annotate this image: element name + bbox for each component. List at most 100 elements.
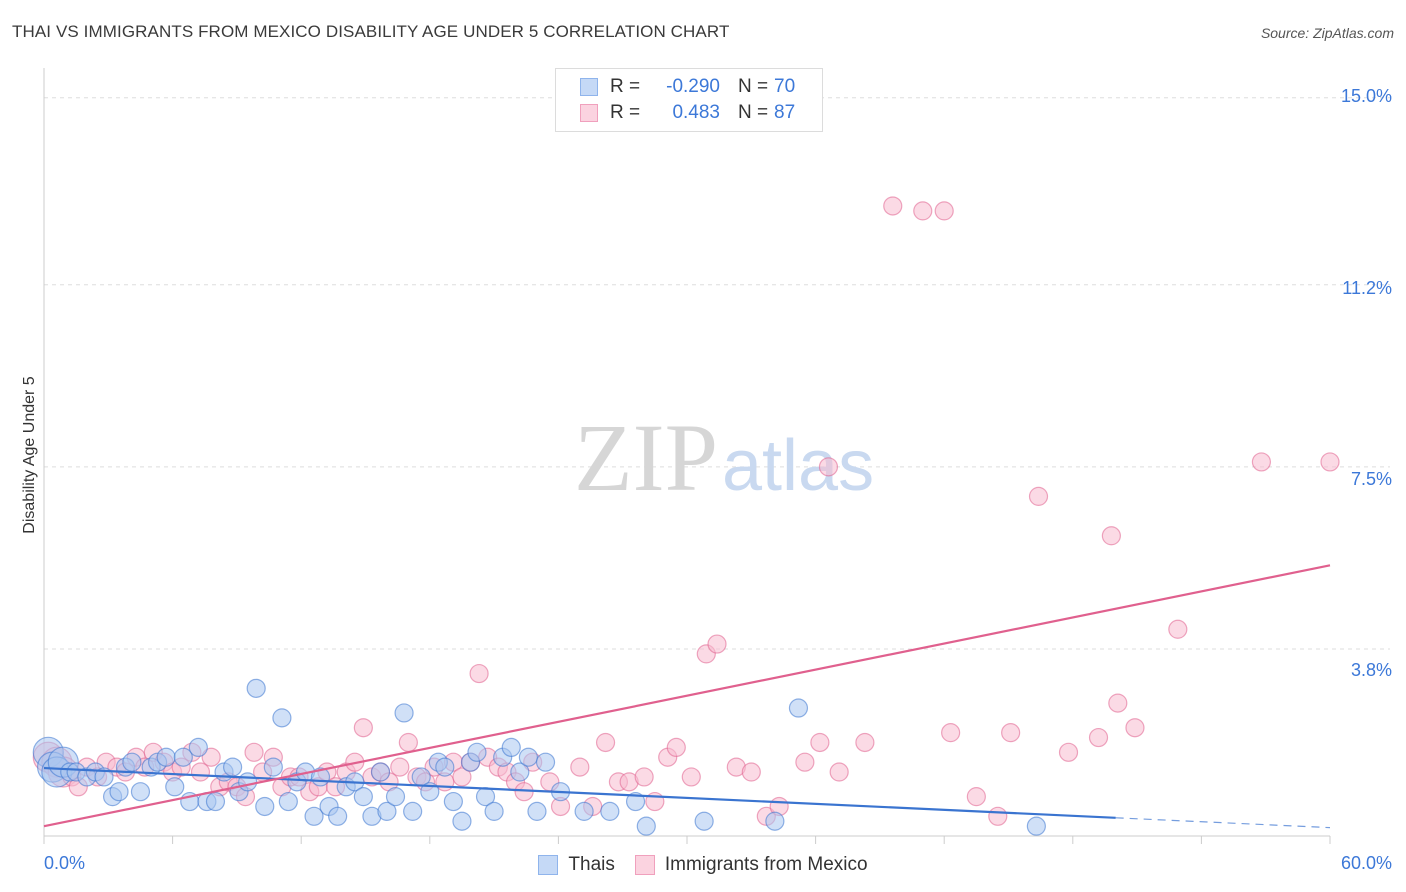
mexico-point-84 bbox=[1028, 486, 1049, 506]
thais-point-67 bbox=[636, 816, 656, 836]
mexico-point-65 bbox=[666, 737, 686, 758]
thais-point-44 bbox=[385, 787, 406, 807]
mexico-point-57 bbox=[570, 757, 590, 777]
legend-r-value: -0.290 bbox=[666, 76, 720, 97]
watermark-zip: ZIP bbox=[574, 404, 718, 511]
thais-point-56 bbox=[484, 801, 504, 821]
legend-r-label: R = bbox=[610, 76, 641, 97]
mexico-point-66 bbox=[681, 767, 701, 787]
mexico-point-59 bbox=[595, 732, 616, 753]
series-mexico-points bbox=[32, 196, 1340, 826]
mexico-trend-line bbox=[43, 564, 1331, 828]
thais-point-30 bbox=[272, 708, 292, 728]
thais-point-24 bbox=[223, 757, 243, 777]
thais-point-65 bbox=[600, 801, 620, 821]
thais-point-50 bbox=[435, 757, 455, 777]
mexico-point-81 bbox=[966, 787, 986, 807]
mexico-point-76 bbox=[855, 732, 875, 753]
mexico-point-85 bbox=[1058, 742, 1079, 762]
thais-point-70 bbox=[788, 698, 809, 718]
legend-r-value: 0.483 bbox=[672, 102, 720, 123]
thais-point-28 bbox=[255, 796, 275, 817]
series-thais-points bbox=[32, 678, 1046, 836]
mexico-point-88 bbox=[1108, 693, 1128, 713]
mexico-point-23 bbox=[244, 742, 264, 762]
legend-n-label: N = bbox=[738, 102, 769, 123]
mexico-point-18 bbox=[201, 747, 221, 767]
thais-point-69 bbox=[765, 811, 785, 831]
legend-r-label: R = bbox=[610, 102, 641, 123]
bottom-legend-thais: Thais bbox=[538, 854, 615, 876]
thais-point-37 bbox=[328, 806, 348, 826]
mexico-point-79 bbox=[934, 201, 954, 221]
legend: R = -0.290 N = 70 R = 0.483 N = 87 bbox=[555, 68, 823, 132]
thais-point-71 bbox=[1026, 816, 1046, 836]
mexico-point-86 bbox=[1088, 727, 1109, 748]
mexico-point-78 bbox=[913, 201, 933, 221]
legend-row-mexico: R = 0.483 N = 87 bbox=[580, 100, 804, 126]
mexico-point-73 bbox=[795, 752, 815, 772]
watermark-atlas: atlas bbox=[722, 426, 874, 506]
thais-point-10 bbox=[109, 782, 129, 802]
mexico-point-70 bbox=[741, 762, 761, 782]
thais-point-8 bbox=[94, 767, 114, 787]
mexico-point-75 bbox=[829, 762, 849, 782]
source-label: Source: ZipAtlas.com bbox=[1260, 25, 1394, 41]
thais-point-62 bbox=[535, 752, 556, 772]
legend-n-value: 70 bbox=[774, 76, 796, 97]
mexico-point-35 bbox=[353, 718, 373, 738]
mexico-point-40 bbox=[398, 732, 418, 753]
thais-point-18 bbox=[173, 747, 193, 767]
thais-point-40 bbox=[353, 787, 373, 807]
thais-point-31 bbox=[278, 791, 298, 812]
y-tick-15: 15.0% bbox=[1340, 86, 1392, 106]
mexico-point-89 bbox=[1125, 718, 1145, 738]
thais-point-13 bbox=[130, 782, 151, 802]
mexico-point-91 bbox=[1251, 452, 1272, 472]
thais-point-16 bbox=[156, 747, 176, 767]
thais-point-34 bbox=[304, 806, 324, 826]
x-tick-min: 0.0% bbox=[44, 853, 86, 873]
thais-point-20 bbox=[188, 737, 208, 758]
bottom-swatch-mexico bbox=[634, 855, 655, 875]
y-tick-11: 11.2% bbox=[1342, 278, 1392, 298]
thais-point-61 bbox=[527, 801, 547, 821]
thais-point-68 bbox=[694, 811, 714, 831]
bottom-swatch-thais bbox=[538, 855, 559, 875]
mexico-point-90 bbox=[1168, 619, 1188, 639]
thais-point-66 bbox=[625, 791, 646, 812]
thais-point-42 bbox=[370, 762, 391, 782]
y-tick-3: 3.8% bbox=[1350, 660, 1392, 680]
legend-n-value: 87 bbox=[774, 102, 796, 123]
thais-point-26 bbox=[238, 772, 258, 792]
legend-n-label: N = bbox=[738, 76, 769, 97]
bottom-legend-label-thais: Thais bbox=[568, 854, 615, 875]
thais-point-64 bbox=[574, 801, 594, 821]
bottom-legend-label-mexico: Immigrants from Mexico bbox=[664, 854, 868, 875]
thais-point-54 bbox=[467, 742, 487, 762]
thais-point-58 bbox=[501, 737, 521, 758]
thais-point-29 bbox=[263, 757, 283, 777]
x-tick-max: 60.0% bbox=[1340, 853, 1392, 873]
mexico-point-68 bbox=[707, 634, 727, 654]
mexico-point-92 bbox=[1320, 452, 1340, 472]
mexico-point-62 bbox=[634, 767, 654, 787]
mexico-point-83 bbox=[1001, 723, 1021, 743]
mexico-point-39 bbox=[390, 757, 410, 777]
mexico-point-74 bbox=[810, 732, 830, 753]
bottom-legend: Thais Immigrants from Mexico bbox=[0, 852, 1406, 878]
chart-title: THAI VS IMMIGRANTS FROM MEXICO DISABILIT… bbox=[12, 22, 730, 41]
thais-point-60 bbox=[518, 747, 538, 767]
axes bbox=[43, 68, 1331, 844]
legend-swatch-mexico bbox=[580, 104, 598, 122]
thais-point-46 bbox=[403, 801, 423, 821]
thais-point-51 bbox=[443, 791, 463, 812]
thais-point-45 bbox=[394, 703, 414, 723]
mexico-point-77 bbox=[883, 196, 903, 216]
thais-point-59 bbox=[510, 762, 530, 782]
bottom-legend-mexico: Immigrants from Mexico bbox=[634, 854, 868, 876]
thais-point-43 bbox=[377, 801, 397, 821]
legend-row-thais: R = -0.290 N = 70 bbox=[580, 74, 804, 100]
thais-trend-line bbox=[43, 766, 1116, 819]
